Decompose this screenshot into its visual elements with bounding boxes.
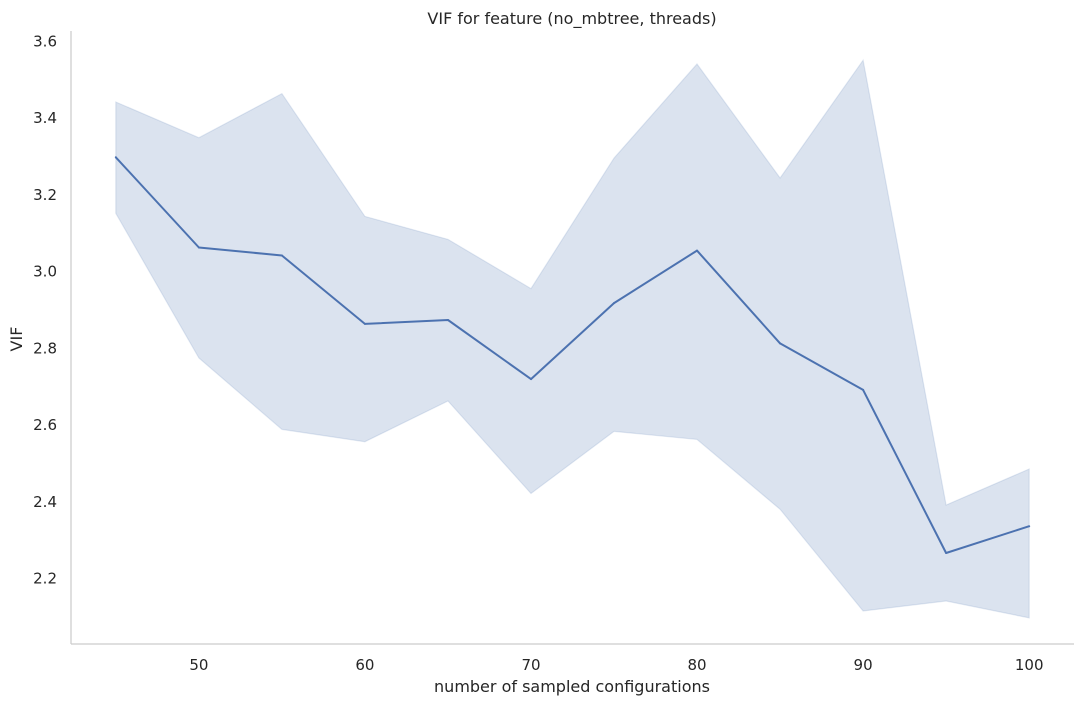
confidence-band (115, 58, 1030, 619)
data-point (530, 378, 532, 381)
x-tick-label: 90 (854, 656, 873, 674)
y-axis-title: VIF (7, 327, 26, 352)
data-point (696, 249, 698, 252)
series-line (115, 156, 1030, 554)
x-tick-label: 60 (355, 656, 374, 674)
y-tick-label: 3.0 (33, 263, 57, 281)
plot-area (114, 58, 1031, 619)
data-point (363, 322, 366, 325)
data-point (280, 254, 283, 257)
y-tick-labels: 2.2 2.4 2.6 2.8 3.0 3.2 3.4 3.6 (33, 32, 57, 587)
y-tick-label: 3.6 (33, 32, 57, 50)
x-tick-label: 80 (687, 656, 706, 674)
x-tick-labels: 50 60 70 80 90 100 (189, 656, 1043, 674)
data-point (447, 319, 449, 321)
x-tick-label: 70 (521, 656, 540, 674)
data-point (1028, 525, 1031, 528)
chart-title: VIF for feature (no_mbtree, threads) (427, 9, 716, 29)
y-tick-label: 2.2 (33, 570, 57, 588)
y-tick-label: 2.6 (33, 416, 57, 434)
y-tick-label: 3.2 (33, 186, 57, 204)
data-point (779, 342, 782, 345)
data-point (613, 302, 615, 305)
y-tick-label: 2.8 (33, 339, 57, 357)
x-axis-title: number of sampled configurations (434, 677, 710, 696)
data-point (945, 552, 948, 554)
y-tick-label: 2.4 (33, 493, 57, 511)
x-tick-label: 100 (1015, 656, 1044, 674)
data-point (114, 156, 117, 159)
data-point (197, 246, 200, 249)
data-point (862, 388, 865, 391)
x-tick-label: 50 (189, 656, 208, 674)
y-tick-label: 3.4 (33, 109, 57, 127)
